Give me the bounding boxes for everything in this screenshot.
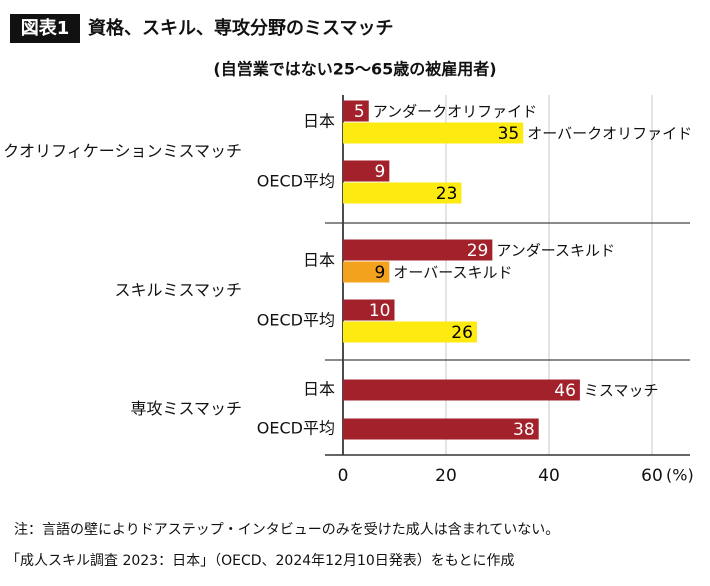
row-label: OECD平均 bbox=[257, 311, 335, 330]
value-label: 35 bbox=[498, 124, 520, 144]
row-label: OECD平均 bbox=[257, 172, 335, 191]
subtitle: (自営業ではない25～65歳の被雇用者) bbox=[213, 60, 496, 79]
x-tick-label: 40 bbox=[538, 466, 560, 486]
badge: 図表1 bbox=[21, 17, 70, 39]
group-label: 専攻ミスマッチ bbox=[130, 399, 242, 418]
value-label: 29 bbox=[467, 241, 489, 261]
row-label: 日本 bbox=[303, 380, 335, 399]
value-label: 10 bbox=[369, 301, 391, 321]
value-label: 26 bbox=[451, 323, 473, 343]
value-label: 9 bbox=[375, 263, 386, 283]
value-label: 46 bbox=[554, 381, 576, 401]
bar bbox=[343, 299, 395, 321]
value-label: 9 bbox=[375, 162, 386, 182]
note: 「成人スキル調査 2023：日本」（OECD、2024年12月10日発表）をもと… bbox=[6, 553, 514, 569]
x-tick-label: 60 bbox=[641, 466, 663, 486]
row-label: 日本 bbox=[303, 251, 335, 270]
bar bbox=[343, 182, 462, 204]
x-tick-label: 0 bbox=[338, 466, 349, 486]
bar bbox=[343, 261, 390, 283]
bar bbox=[343, 239, 493, 261]
value-label: 5 bbox=[354, 102, 365, 122]
bar bbox=[343, 100, 369, 122]
annotation: オーバースキルド bbox=[393, 264, 512, 282]
bar bbox=[343, 379, 580, 401]
group-label: スキルミスマッチ bbox=[114, 281, 242, 300]
badge-bg bbox=[10, 14, 80, 43]
value-label: 38 bbox=[513, 420, 535, 440]
row-label: 日本 bbox=[303, 112, 335, 131]
bar bbox=[343, 321, 477, 343]
note: 注：言語の壁によりドアステップ・インタビューのみを受けた成人は含まれていない。 bbox=[14, 522, 559, 538]
annotation: アンダークオリファイド bbox=[373, 103, 537, 121]
annotation: アンダースキルド bbox=[496, 242, 615, 260]
chart-title: 資格、スキル、専攻分野のミスマッチ bbox=[88, 17, 393, 39]
annotation: ミスマッチ bbox=[584, 382, 659, 400]
row-label: OECD平均 bbox=[257, 419, 335, 438]
bar bbox=[343, 160, 390, 182]
x-tick-label: 20 bbox=[435, 466, 457, 486]
bar bbox=[343, 418, 539, 440]
x-axis-unit: (%) bbox=[666, 466, 694, 485]
bar bbox=[343, 122, 524, 144]
annotation: オーバークオリファイド bbox=[527, 125, 692, 143]
group-label: クオリフィケーションミスマッチ bbox=[3, 142, 242, 161]
value-label: 23 bbox=[436, 184, 458, 204]
